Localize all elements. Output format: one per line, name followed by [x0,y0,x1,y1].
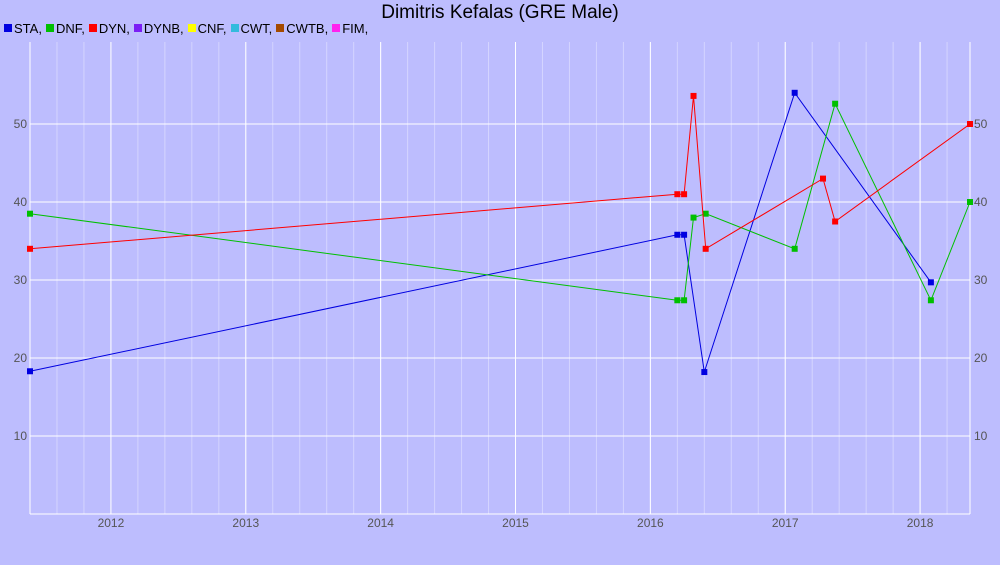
y-tick-label-right: 20 [974,351,988,365]
legend-item-fim: FIM, [332,21,368,36]
data-point-sta [927,279,934,286]
y-tick-label-left: 50 [14,117,28,131]
data-point-dnf [27,210,33,217]
legend-item-dyn: DYN, [88,20,130,36]
data-point-dnf [791,245,798,252]
data-point-dnf [674,297,681,304]
data-point-dyn [832,218,839,225]
x-tick-label: 2016 [637,516,664,530]
y-tick-label-left: 30 [14,273,28,287]
x-tick-label: 2015 [502,516,529,530]
data-point-dnf [681,297,688,304]
data-point-dyn [674,191,681,198]
data-point-dnf [702,210,709,217]
y-tick-label-right: 10 [974,429,988,443]
legend: STA, DNF, DYN, DYNB, CNF, CWT, CWTB, FIM, [4,20,372,36]
legend-swatch [133,24,142,32]
series-line-sta [29,91,932,373]
x-tick-label: 2012 [98,516,125,530]
legend-label: CWT, [240,20,273,36]
legend-swatch [276,24,285,32]
data-point-dnf [832,100,839,107]
legend-label: DYN, [98,20,130,36]
x-tick-label: 2014 [367,516,394,530]
data-point-dnf [690,214,697,221]
data-point-sta [681,231,688,238]
series-line-dyn [29,95,971,250]
legend-label: CWTB, [286,20,329,36]
legend-swatch [45,24,54,32]
legend-label: CNF, [197,20,227,36]
data-point-dyn [681,191,688,198]
legend-item-cnf: CNF, [187,20,227,36]
x-tick-label: 2018 [907,516,934,530]
legend-swatch [230,24,239,32]
data-point-sta [674,231,681,238]
legend-item-sta: STA, [4,21,42,36]
legend-item-cwt: CWT, [230,20,273,36]
data-point-dnf [967,199,973,205]
legend-label: STA, [14,20,42,36]
legend-item-cwtb: CWTB, [276,21,328,36]
x-tick-label: 2017 [772,516,799,530]
data-point-dyn [819,175,826,182]
data-point-dyn [702,245,709,252]
legend-swatch [4,24,12,32]
legend-label: DYNB, [143,20,184,36]
data-point-dyn [690,92,697,99]
legend-swatch [332,24,341,32]
data-point-sta [701,369,708,376]
legend-item-dynb: DYNB, [133,20,184,36]
data-point-sta [27,368,33,375]
legend-label: DNF, [55,20,85,36]
data-point-dyn [27,245,33,252]
legend-swatch [187,24,196,32]
y-tick-label-left: 20 [14,351,28,365]
y-tick-label-left: 40 [14,195,28,209]
x-tick-label: 2013 [232,516,259,530]
legend-item-dnf: DNF, [45,20,85,36]
legend-swatch [88,24,97,32]
y-tick-label-right: 50 [974,117,988,131]
data-point-sta [791,89,798,96]
y-tick-label-right: 30 [974,273,988,287]
data-point-dyn [967,121,973,127]
y-tick-label-right: 40 [974,195,988,209]
chart-title: Dimitris Kefalas (GRE Male) [381,2,619,23]
data-point-dnf [927,297,934,304]
y-tick-label-left: 10 [14,429,28,443]
legend-label: FIM, [342,20,369,36]
